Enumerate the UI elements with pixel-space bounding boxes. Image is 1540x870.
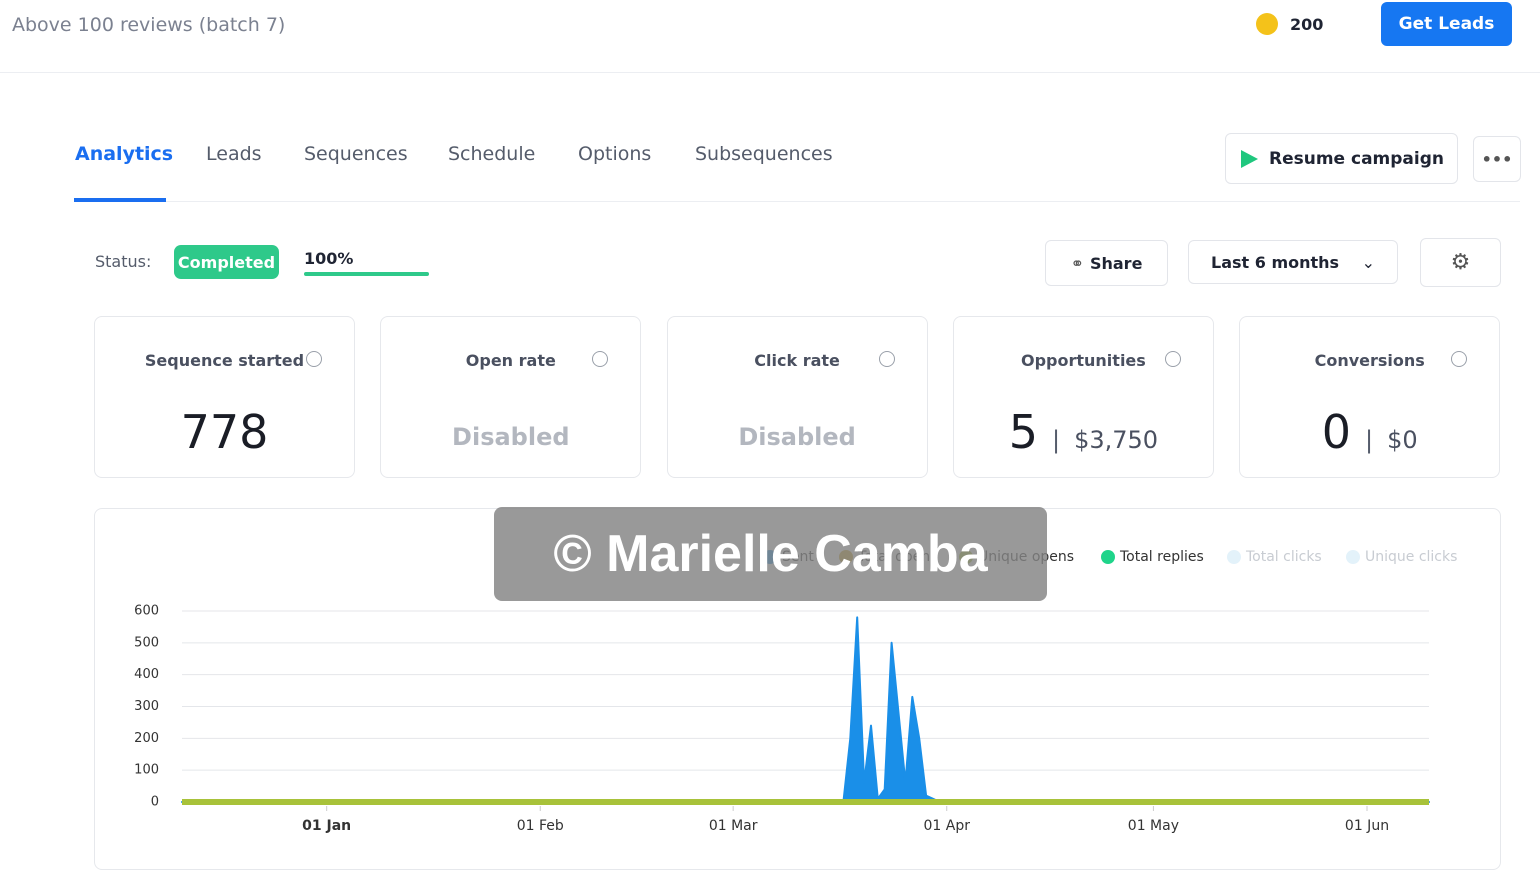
info-icon [1164, 351, 1181, 367]
metric-label: Click rate [754, 351, 840, 370]
metric-label: Opportunities [1020, 351, 1146, 370]
metric-value-box: Disabled [381, 423, 640, 451]
x-tick-label: 01 Feb [517, 818, 564, 834]
range-dropdown[interactable]: Last 6 months ⌄ [1188, 240, 1398, 284]
metric-value-box: 0 | $0 [1240, 405, 1499, 459]
tab[interactable]: Sequences [304, 143, 408, 165]
progress-text: 100% [304, 249, 354, 268]
status-label: Status: [95, 252, 152, 271]
metric-label: Open rate [465, 351, 556, 370]
legend-swatch [1227, 550, 1241, 564]
metric-card: Click rate Disabled [666, 316, 928, 478]
get-leads-button[interactable]: Get Leads [1381, 2, 1512, 46]
resume-label: Resume campaign [1268, 148, 1444, 169]
info-icon [878, 351, 895, 367]
tab-divider [74, 201, 1520, 202]
metric-value: 5 [1008, 405, 1038, 459]
y-tick-label: 0 [151, 795, 159, 810]
chart: 0 100 200 300 400 500 600 01 Jan 01 Feb 01 Mar 01 … [134, 549, 1457, 834]
credits[interactable]: 200 [1290, 15, 1324, 34]
settings-button[interactable]: ⚙ [1420, 238, 1501, 287]
metric-label: Sequence started [144, 351, 305, 370]
watermark: © Marielle Camba [494, 507, 1047, 601]
y-tick-label: 300 [134, 699, 159, 714]
metric-amount: $0 [1387, 426, 1418, 454]
top-bar [0, 0, 1540, 73]
x-tick-label: 01 May [1128, 818, 1179, 834]
share-label: Share [1089, 253, 1143, 273]
coin-icon [1256, 13, 1278, 35]
metric-card: Opportunities 5 | $3,750 [952, 316, 1214, 478]
info-icon [306, 351, 322, 367]
metric-value: Disabled [738, 423, 856, 451]
y-tick-label: 100 [134, 763, 159, 778]
tab-indicator [74, 198, 166, 202]
tab[interactable]: Schedule [448, 143, 536, 165]
play-icon [1240, 149, 1258, 168]
metric-card: Conversions 0 | $0 [1239, 316, 1501, 478]
tab[interactable]: Options [578, 143, 652, 165]
status-badge: Completed [174, 245, 279, 279]
y-tick-label: 200 [134, 731, 159, 746]
series-area [181, 616, 1430, 803]
range-label: Last 6 months [1211, 252, 1340, 272]
metric-value: 778 [180, 405, 269, 459]
metric-value: 0 [1321, 405, 1351, 459]
info-icon [1451, 351, 1468, 367]
tab[interactable]: Leads [206, 143, 262, 165]
legend-swatch [1346, 550, 1360, 564]
legend-swatch [1101, 550, 1115, 564]
metric-card: Open rate Disabled [380, 316, 642, 478]
metric-value-box: Disabled [668, 423, 927, 451]
legend-label: Total clicks [1245, 549, 1322, 565]
legend-label: Total replies [1119, 549, 1204, 565]
metric-value-box: 5 | $3,750 [954, 405, 1213, 459]
resume-button[interactable]: Resume campaign [1225, 133, 1458, 184]
tab[interactable]: Subsequences [695, 143, 833, 165]
tab[interactable]: Analytics [75, 143, 174, 165]
metric-card: Sequence started 778 [94, 316, 355, 478]
separator: | [1051, 426, 1061, 454]
legend-label: Unique clicks [1365, 549, 1457, 565]
x-tick-label: 01 Mar [709, 818, 758, 834]
y-tick-label: 400 [134, 667, 159, 682]
metric-value: Disabled [452, 423, 570, 451]
progress-bar [304, 272, 429, 276]
metric-value-box: 778 [95, 405, 354, 459]
campaign-title: Above 100 reviews (batch 7) [12, 14, 286, 36]
more-button[interactable]: ••• [1473, 136, 1521, 182]
y-tick-label: 500 [134, 635, 159, 650]
info-icon [592, 351, 609, 367]
metric-label: Conversions [1314, 351, 1425, 370]
separator: | [1365, 426, 1374, 454]
x-tick-label: 01 Jan [302, 818, 351, 834]
x-tick-label: 01 Apr [923, 818, 970, 834]
y-tick-label: 600 [134, 604, 159, 619]
x-tick-label: 01 Jun [1345, 818, 1389, 834]
metric-amount: $3,750 [1074, 426, 1159, 454]
share-button[interactable]: ⚭ Share [1045, 240, 1168, 286]
